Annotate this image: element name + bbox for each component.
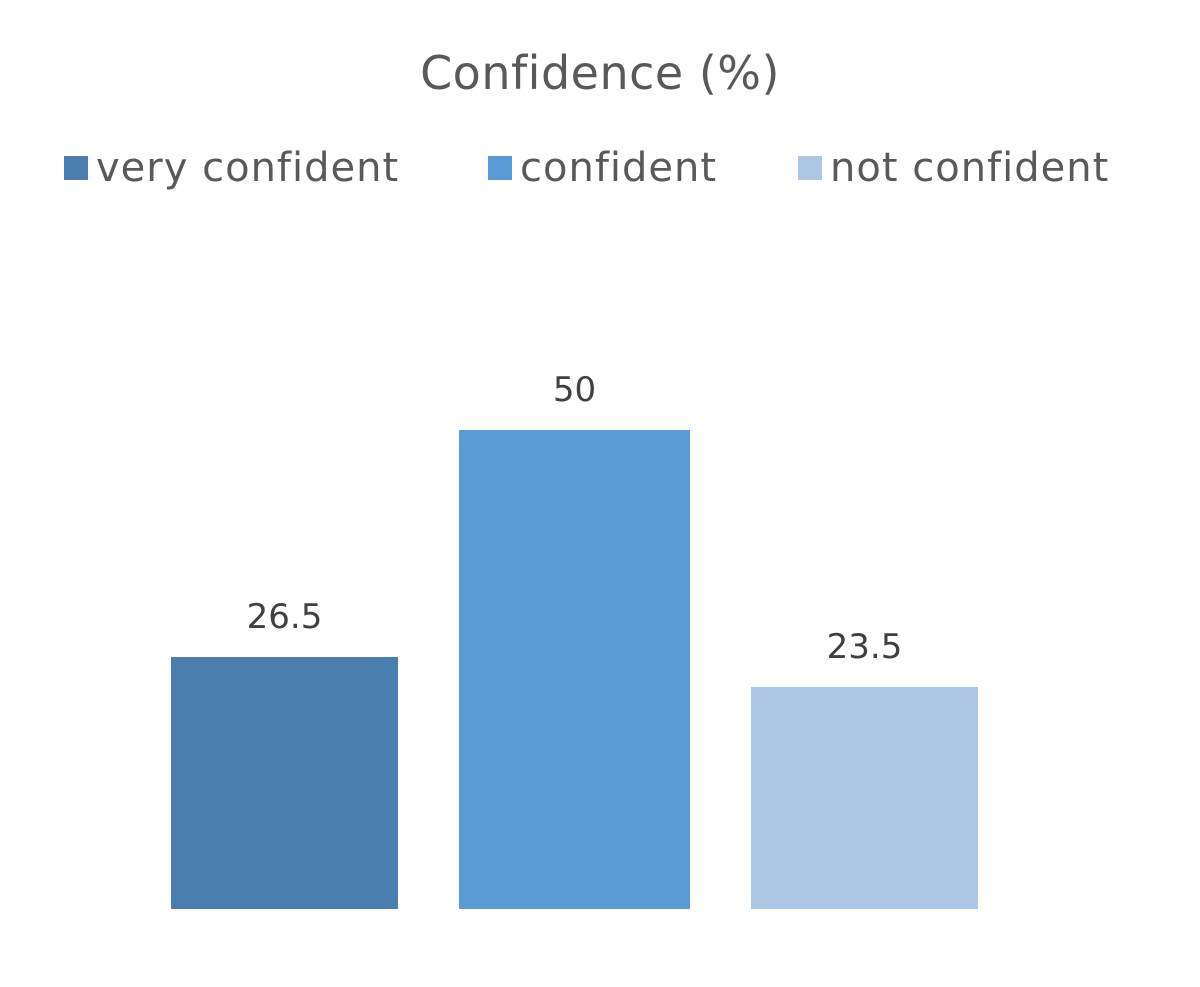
legend-swatch-very-confident — [64, 156, 88, 180]
bar-very-confident — [171, 657, 398, 909]
bar-not-confident — [751, 687, 978, 909]
bar-confident — [459, 430, 690, 909]
legend-item-very-confident: very confident — [64, 140, 399, 196]
legend-label: not confident — [830, 145, 1110, 191]
legend-swatch-confident — [488, 156, 512, 180]
legend-item-not-confident: not confident — [798, 140, 1109, 196]
legend-label: confident — [520, 145, 718, 191]
legend-label: very confident — [96, 145, 400, 191]
chart-title: Confidence (%) — [420, 46, 780, 100]
legend-swatch-not-confident — [798, 156, 822, 180]
data-label-confident: 50 — [552, 370, 597, 410]
data-label-not-confident: 23.5 — [826, 627, 903, 667]
legend-item-confident: confident — [488, 140, 717, 196]
data-label-very-confident: 26.5 — [246, 597, 323, 637]
